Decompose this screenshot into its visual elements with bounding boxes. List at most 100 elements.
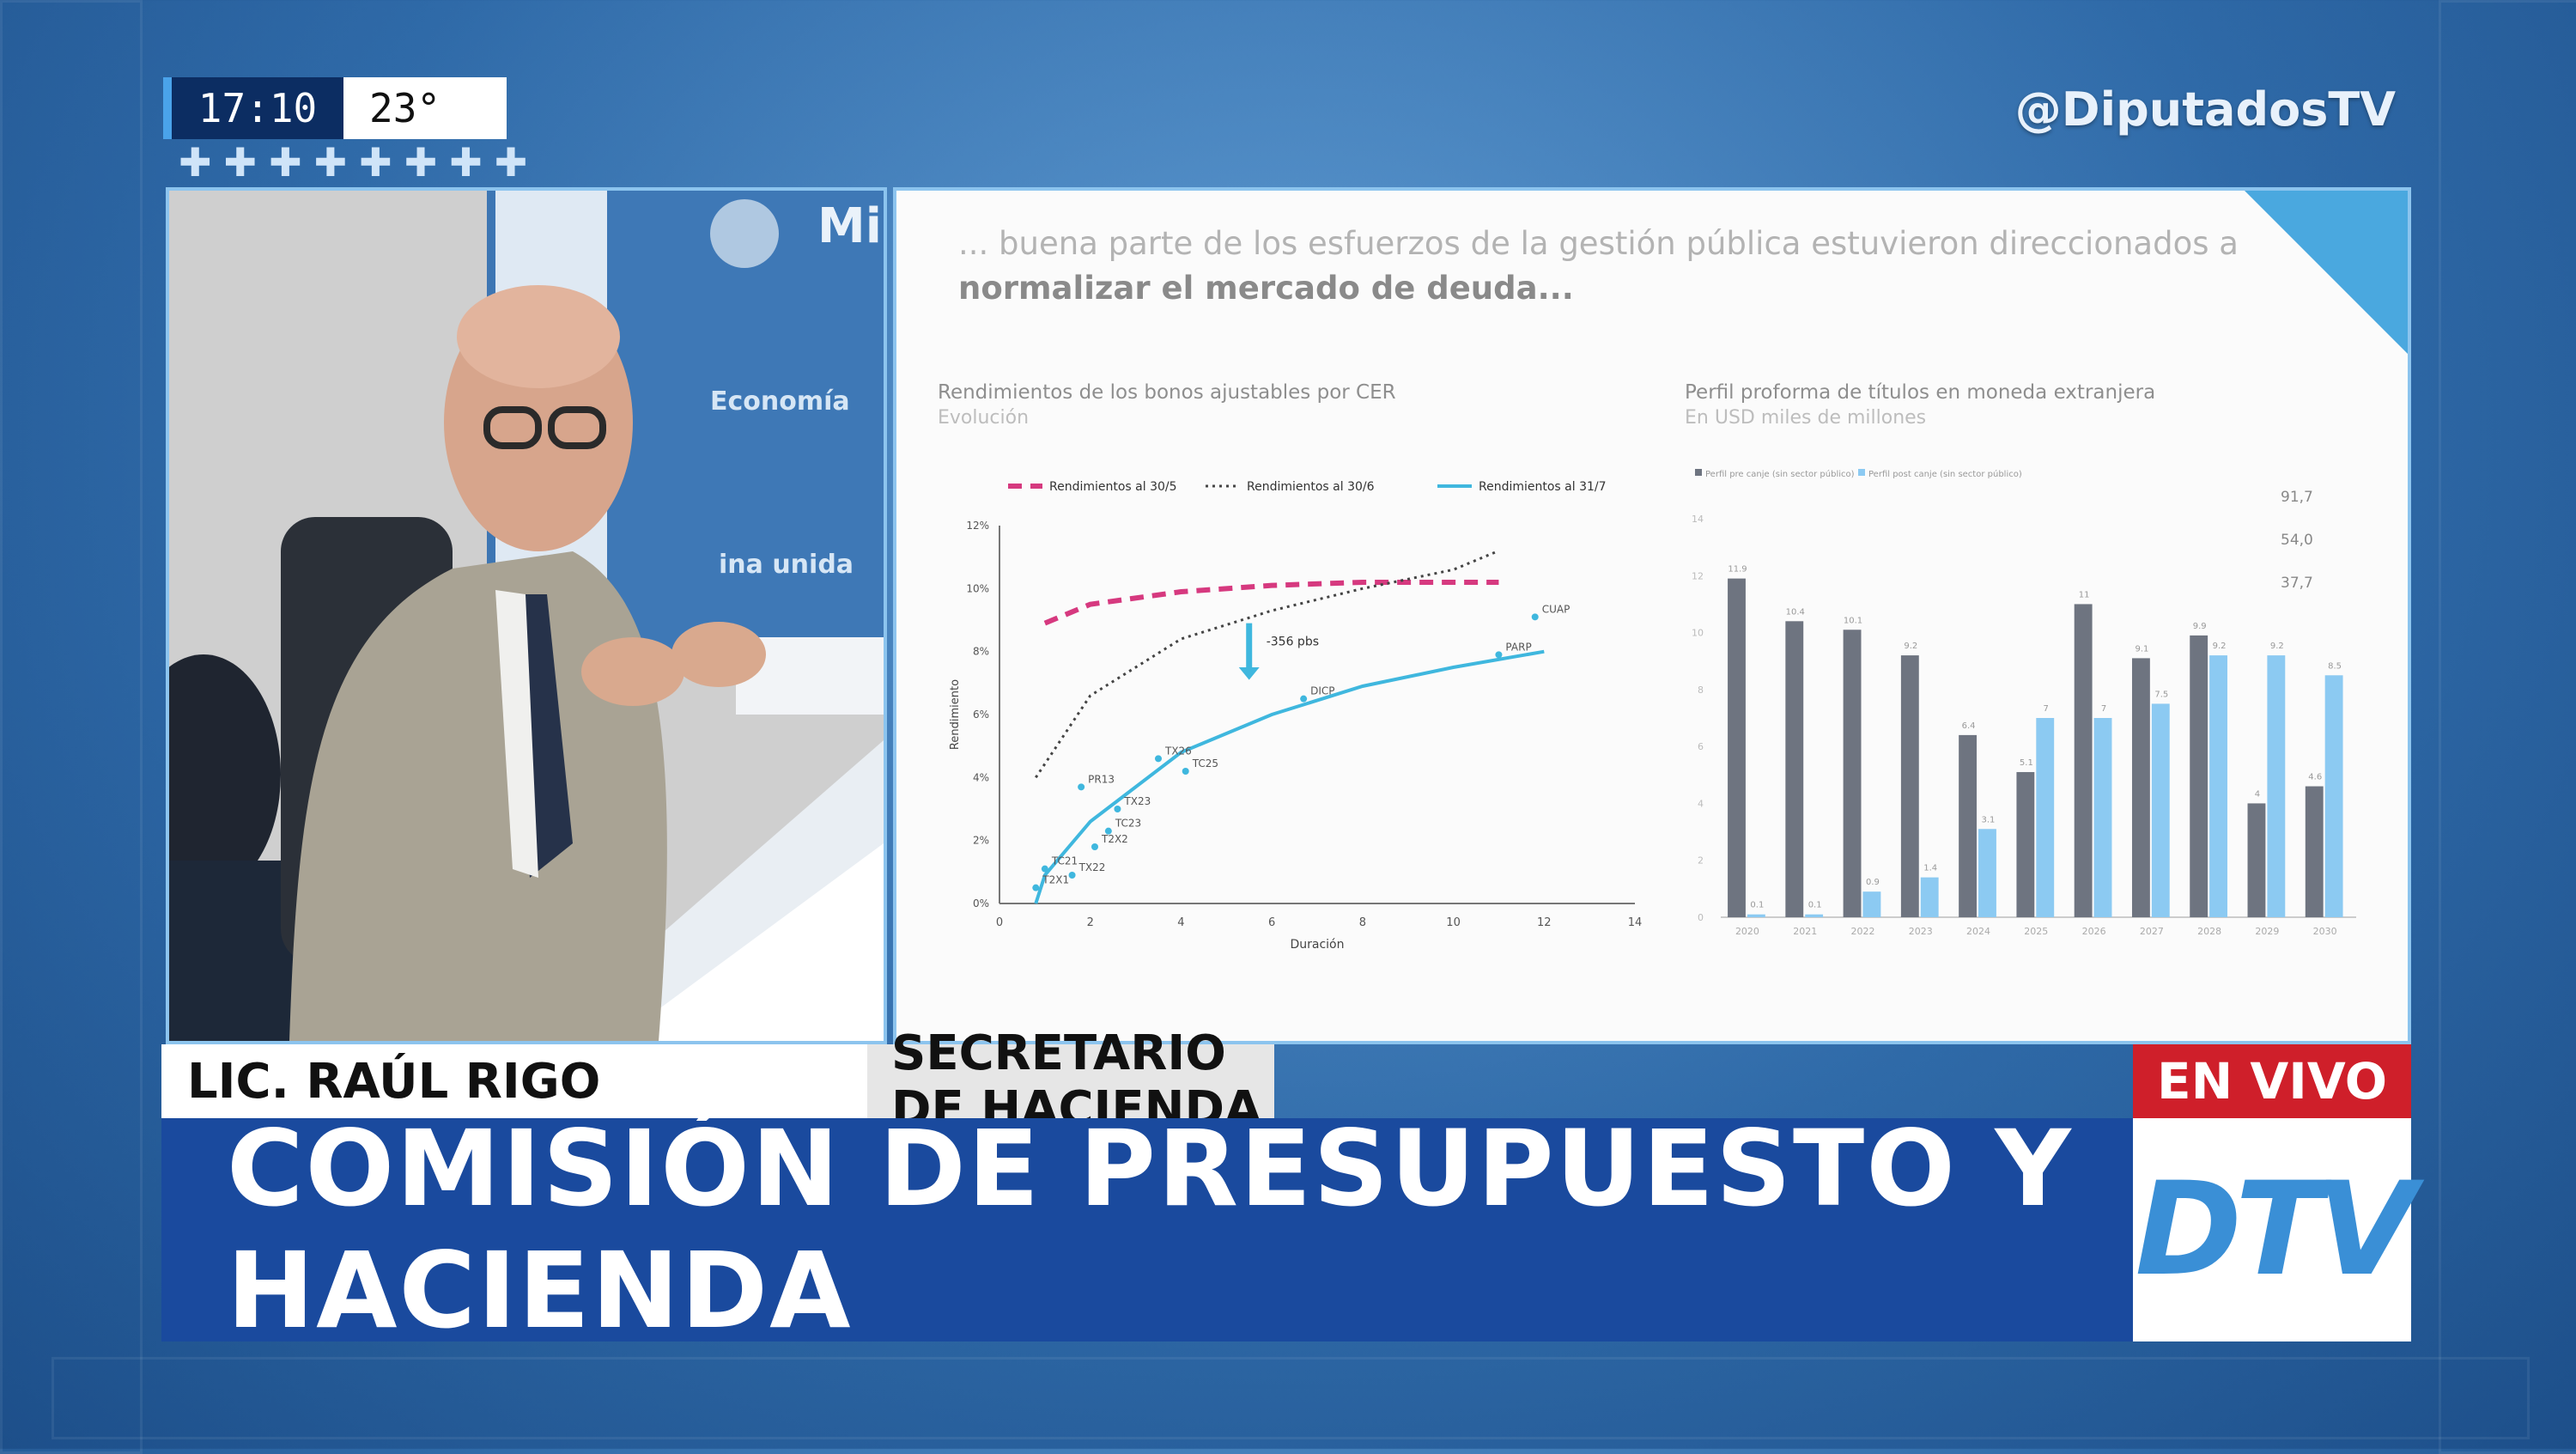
annotation-label: -356 pbs [1267, 635, 1319, 648]
data-point [1114, 806, 1121, 812]
data-point-label: DICP [1310, 685, 1334, 697]
bar-value-label: 8.5 [2328, 661, 2342, 671]
data-point [1104, 827, 1112, 835]
bar [1862, 891, 1881, 917]
bar [1978, 829, 1996, 917]
data-point-label: TC23 [1115, 818, 1141, 830]
legend-label: Perfil pre canje (sin sector público) [1705, 469, 1855, 479]
y-tick-label: 0 [1698, 912, 1704, 923]
bar-value-label: 9.1 [2135, 644, 2148, 654]
bar [1900, 655, 1919, 917]
bar-value-label: 1.4 [1923, 864, 1937, 873]
legend-label: Perfil post canje (sin sector público) [1868, 469, 2022, 479]
channel-logo: DTV [2133, 1118, 2415, 1341]
data-point-label: CUAP [1542, 603, 1571, 615]
data-point-label: TX22 [1078, 861, 1106, 873]
x-tick-label: 2 [1087, 916, 1094, 929]
bar [2209, 655, 2227, 917]
speaker-video-frame: Mi Economía ina unida [169, 191, 884, 1041]
x-tick-label: 2026 [2082, 926, 2106, 937]
y-tick-label: 8% [973, 646, 989, 658]
side-value: 91,7 [2281, 489, 2313, 506]
x-tick-label: 2027 [2140, 926, 2164, 937]
bar [2305, 786, 2324, 917]
data-point [1182, 768, 1189, 775]
y-tick-label: 8 [1698, 684, 1704, 696]
annotation-arrowhead [1238, 667, 1260, 680]
data-point [1495, 651, 1503, 659]
y-tick-label: 10 [1692, 628, 1704, 639]
x-tick-label: 6 [1268, 916, 1275, 929]
x-tick-label: 8 [1359, 916, 1366, 929]
side-value: 37,7 [2281, 575, 2313, 592]
background-panel [0, 0, 143, 1454]
background-panel [52, 1357, 2530, 1439]
bar [1843, 630, 1862, 917]
x-tick-label: 12 [1537, 916, 1552, 929]
bar [1728, 578, 1746, 917]
side-value: 54,0 [2281, 532, 2313, 549]
x-tick-label: 2028 [2197, 926, 2221, 937]
bar-value-label: 9.2 [1904, 642, 1917, 651]
bar [2016, 771, 2035, 917]
background-panel [2439, 0, 2576, 1454]
y-tick-label: 4 [1698, 798, 1704, 809]
legend-label: Rendimientos al 30/5 [1049, 480, 1177, 494]
legend-swatch [1695, 469, 1702, 476]
x-tick-label: 2023 [1909, 926, 1933, 937]
data-point-label: T2X1 [1042, 874, 1069, 886]
bar-value-label: 6.4 [1962, 721, 1976, 731]
bar [2190, 635, 2208, 917]
backdrop-text: ina unida [719, 550, 854, 580]
data-point-label: TX23 [1123, 795, 1151, 807]
speaker-video: Mi Economía ina unida [166, 187, 887, 1044]
bar-value-label: 0.9 [1866, 878, 1880, 887]
data-point-label: TX26 [1164, 745, 1192, 757]
bar [2036, 718, 2055, 917]
y-tick-label: 12 [1692, 570, 1704, 581]
bar [2324, 675, 2343, 917]
bar-value-label: 9.2 [2270, 642, 2284, 651]
data-point-label: T2X2 [1101, 833, 1128, 845]
x-tick-label: 0 [996, 916, 1003, 929]
bar [2247, 803, 2266, 917]
data-point [1032, 884, 1040, 891]
series-line [1043, 580, 1499, 626]
data-point [1091, 843, 1098, 850]
legend-label: Rendimientos al 30/6 [1247, 480, 1375, 494]
bar-value-label: 0.1 [1808, 901, 1822, 910]
bar-value-label: 10.1 [1844, 616, 1862, 625]
slide-headline: ... buena parte de los esfuerzos de la g… [958, 225, 2239, 262]
program-banner: COMISIÓN DE PRESUPUESTO Y HACIENDA [161, 1108, 2133, 1352]
bar [2074, 604, 2093, 917]
bar [1920, 877, 1939, 917]
series-line [1034, 649, 1545, 904]
bar-value-label: 11.9 [1728, 565, 1747, 575]
bar-value-label: 7 [2044, 704, 2049, 714]
y-tick-label: 2 [1698, 855, 1704, 867]
y-axis-label: Rendimiento [949, 679, 962, 750]
live-badge: EN VIVO [2133, 1044, 2411, 1118]
bar-value-label: 10.4 [1786, 607, 1805, 617]
x-tick-label: 2020 [1735, 926, 1759, 937]
x-tick-label: 14 [1628, 916, 1643, 929]
data-point [1531, 613, 1539, 621]
bar [1959, 734, 1978, 917]
slide-headline-emphasis: normalizar el mercado de deuda... [958, 270, 1574, 307]
y-tick-label: 4% [973, 771, 989, 783]
x-tick-label: 2025 [2024, 926, 2048, 937]
presentation-slide: ... buena parte de los esfuerzos de la g… [893, 187, 2411, 1044]
bar-value-label: 4.6 [2308, 773, 2322, 782]
channel-handle: @DiputadosTV [2014, 82, 2396, 137]
left-chart-title: Rendimientos de los bonos ajustables por… [938, 381, 1396, 404]
bar [2131, 658, 2150, 917]
bar-value-label: 9.9 [2193, 622, 2207, 631]
backdrop-text: Economía [710, 386, 850, 417]
data-point [1041, 865, 1048, 873]
data-point [1155, 755, 1162, 763]
speaker-role: SECRETARIO DE HACIENDA [867, 1025, 1274, 1137]
left-chart-subtitle: Evolución [938, 407, 1030, 429]
right-chart-title: Perfil proforma de títulos en moneda ext… [1685, 381, 2156, 404]
y-tick-label: 12% [966, 520, 989, 532]
bar [2093, 718, 2112, 917]
